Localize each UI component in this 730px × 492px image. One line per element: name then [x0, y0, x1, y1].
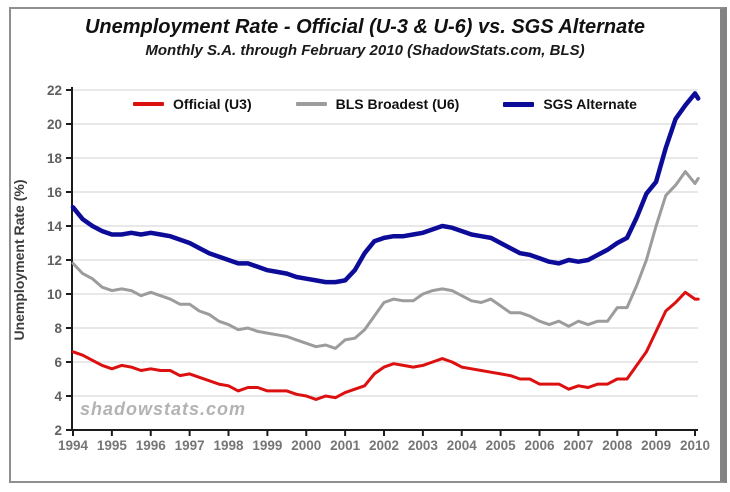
legend-swatch-sgs-alternate	[503, 101, 535, 107]
series-line-bls-broadest-u6	[71, 170, 700, 350]
y-tick-label: 16	[47, 185, 63, 200]
watermark: shadowstats.com	[80, 399, 247, 419]
x-tick-label: 2009	[641, 438, 671, 453]
x-tick-label: 2004	[447, 438, 478, 453]
x-tick-label: 1998	[213, 438, 244, 453]
legend-label: Official (U3)	[173, 96, 252, 112]
y-tick-label: 8	[54, 321, 62, 336]
x-tick-label: 1995	[97, 438, 128, 453]
x-tick-label: 1994	[58, 438, 89, 453]
page-title: Unemployment Rate - Official (U-3 & U-6)…	[84, 16, 646, 38]
y-tick-label: 20	[47, 117, 62, 132]
y-tick-label: 22	[47, 83, 62, 98]
x-tick-label: 1997	[175, 438, 205, 453]
x-tick-label: 2010	[680, 438, 710, 453]
x-tick-label: 2006	[524, 438, 555, 453]
page-subtitle: Monthly S.A. through February 2010 (Shad…	[145, 42, 585, 59]
chart-frame	[9, 7, 727, 483]
x-tick-label: 1999	[252, 438, 282, 453]
y-tick-label: 4	[54, 389, 62, 404]
legend-item-sgs-alternate: SGS Alternate	[503, 96, 637, 112]
x-tick-label: 2003	[408, 438, 439, 453]
y-tick-label: 14	[47, 219, 63, 234]
x-tick-label: 2002	[369, 438, 399, 453]
y-tick-label: 2	[54, 423, 62, 438]
y-tick-label: 12	[47, 253, 62, 268]
y-tick-label: 18	[47, 151, 63, 166]
legend-swatch-bls-broadest-u6	[295, 102, 327, 106]
x-tick-label: 1996	[136, 438, 167, 453]
y-axis-title: Unemployment Rate (%)	[11, 179, 27, 341]
x-tick-label: 2008	[602, 438, 633, 453]
x-tick-label: 2000	[291, 438, 321, 453]
series-line-official-u3	[71, 290, 700, 401]
y-tick-label: 10	[47, 287, 62, 302]
legend-item-bls-broadest-u6: BLS Broadest (U6)	[295, 96, 460, 112]
legend-label: SGS Alternate	[543, 96, 637, 112]
legend-item-official-u3: Official (U3)	[133, 96, 252, 112]
legend: Official (U3) BLS Broadest (U6) SGS Alte…	[72, 94, 698, 114]
legend-swatch-official-u3	[133, 102, 165, 106]
x-tick-label: 2005	[486, 438, 517, 453]
x-tick-label: 2007	[563, 438, 593, 453]
x-tick-label: 2001	[330, 438, 361, 453]
y-tick-label: 6	[54, 355, 62, 370]
series-line-sgs-alternate	[70, 91, 701, 285]
legend-label: BLS Broadest (U6)	[335, 96, 460, 112]
